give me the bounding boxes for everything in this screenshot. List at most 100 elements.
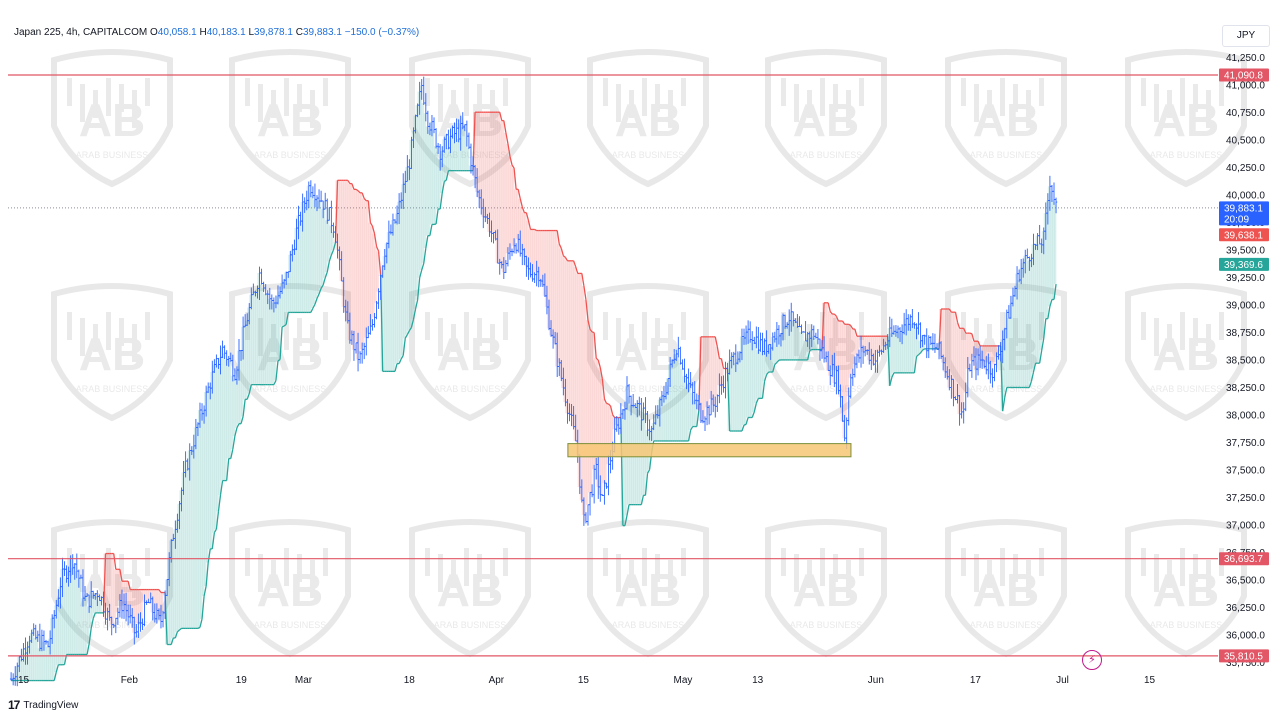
trend-fill-segment — [871, 336, 874, 365]
price-tag[interactable] — [1219, 68, 1269, 82]
trend-fill-segment — [497, 112, 501, 263]
price-tag[interactable] — [1219, 649, 1269, 663]
trend-line-segment — [922, 348, 926, 351]
trend-fill-segment — [253, 292, 256, 385]
trend-fill-segment — [608, 406, 611, 461]
trend-line-segment — [521, 206, 525, 213]
price-axis[interactable]: 41,500.041,250.041,000.040,750.040,500.0… — [1219, 26, 1269, 670]
trend-fill-segment — [577, 273, 581, 488]
trend-line-segment — [355, 188, 359, 192]
trend-line-segment — [441, 181, 445, 194]
trend-fill-segment — [813, 337, 817, 350]
trend-fill-segment — [294, 228, 297, 313]
candle-glyph-icon — [284, 312, 289, 350]
price-tag[interactable] — [1219, 228, 1269, 242]
trend-fill-segment — [458, 123, 462, 171]
trend-fill-segment — [144, 589, 147, 603]
trend-fill-segment — [988, 345, 991, 374]
trend-line-segment — [597, 359, 601, 368]
symbol-legend[interactable]: Japan 225, 4h, CAPITALCOM O40,058.1 H40,… — [14, 27, 419, 38]
trend-fill-segment — [317, 200, 320, 294]
trend-fill-segment — [417, 91, 420, 278]
trend-line-segment — [369, 222, 373, 227]
trend-fill-segment — [222, 353, 225, 481]
lightning-icon[interactable]: ⚡ — [1082, 650, 1102, 670]
candle-glyph-icon — [323, 78, 328, 106]
trend-fill-segment — [785, 324, 788, 360]
candle-glyph-icon — [642, 312, 647, 350]
trend-fill-segment — [694, 400, 698, 427]
trend-line-segment — [507, 143, 511, 157]
trend-fill-segment — [251, 292, 254, 385]
trend-fill-segment — [920, 335, 923, 351]
trend-fill-segment — [35, 634, 39, 681]
trend-fill-segment — [226, 358, 230, 459]
trend-line-segment — [938, 308, 942, 349]
watermark-mark: AB — [437, 328, 503, 380]
trend-fill-segment — [824, 302, 827, 357]
shield-icon — [409, 283, 531, 422]
trend-fill-segment — [614, 417, 618, 426]
watermark-badge: AB ARAB BUSINESS — [229, 49, 351, 188]
trend-fill-segment — [947, 308, 950, 388]
price-tag[interactable] — [1219, 552, 1269, 566]
trend-fill-segment — [852, 329, 856, 365]
candle-glyph-icon — [846, 560, 851, 598]
trend-fill-segment — [668, 364, 671, 441]
shield-icon — [765, 49, 887, 188]
trend-fill-segment — [657, 399, 661, 441]
price-tag[interactable] — [1219, 201, 1269, 226]
trend-line-segment — [755, 398, 759, 404]
price-tag[interactable] — [1219, 257, 1269, 271]
trend-fill-segment — [1043, 213, 1047, 319]
candle-glyph-icon — [833, 84, 838, 112]
trend-fill-segment — [267, 298, 271, 385]
ohlc-bar — [933, 333, 937, 353]
trend-fill-segment — [520, 206, 523, 250]
shield-icon — [229, 49, 351, 188]
trend-fill-segment — [505, 143, 509, 254]
trend-fill-segment — [649, 428, 652, 453]
trend-fill-segment — [263, 293, 266, 385]
symbol-name[interactable]: Japan 225, 4h, CAPITALCOM — [14, 27, 148, 38]
candle-glyph-icon — [132, 90, 137, 128]
trend-fill-segment — [891, 331, 895, 373]
trend-fill-segment — [984, 345, 987, 370]
trend-line-segment — [174, 631, 179, 639]
shield-icon — [945, 49, 1067, 188]
trend-fill-segment — [173, 529, 176, 638]
trend-fill-segment — [199, 413, 203, 619]
trend-line-segment — [400, 355, 404, 360]
time-axis[interactable]: 15 Feb 19 Mar 18 Apr 15 May 13 Jun 17 Jul 15 — [18, 675, 1156, 686]
currency-button[interactable]: JPY — [1222, 25, 1270, 47]
high-value: 40,183.1 — [206, 27, 246, 38]
trend-fill-segment — [56, 598, 59, 665]
trend-fill-segment — [353, 189, 357, 343]
trend-fill-segment — [183, 461, 186, 629]
support-zone-rect[interactable] — [567, 443, 852, 458]
trend-fill-segment — [998, 345, 1001, 352]
trend-fill-segment — [392, 222, 396, 372]
trend-line-segment — [322, 277, 326, 286]
shield-icon — [409, 519, 531, 658]
trend-fill-segment — [953, 312, 956, 400]
trend-fill-segment — [464, 136, 468, 171]
trend-fill-segment — [670, 360, 673, 441]
trend-line-segment — [410, 319, 415, 328]
candle-glyph-icon — [106, 78, 111, 116]
candle-glyph-icon — [438, 318, 443, 356]
trend-fill-segment — [663, 392, 667, 441]
watermark-mark: AB — [615, 564, 681, 616]
support-zone[interactable] — [567, 443, 852, 458]
candle-glyph-icon — [1039, 78, 1044, 106]
trend-fill-segment — [87, 606, 90, 644]
trend-fill-segment — [1045, 200, 1049, 319]
trend-fill-segment — [807, 338, 811, 351]
trend-fill-segment — [312, 199, 316, 305]
horizontal-levels[interactable] — [8, 74, 1218, 657]
candle-glyph-icon — [297, 554, 302, 582]
trend-fill-segment — [351, 189, 355, 350]
trend-line-segment — [505, 132, 509, 144]
ohlc-bar — [592, 464, 596, 504]
